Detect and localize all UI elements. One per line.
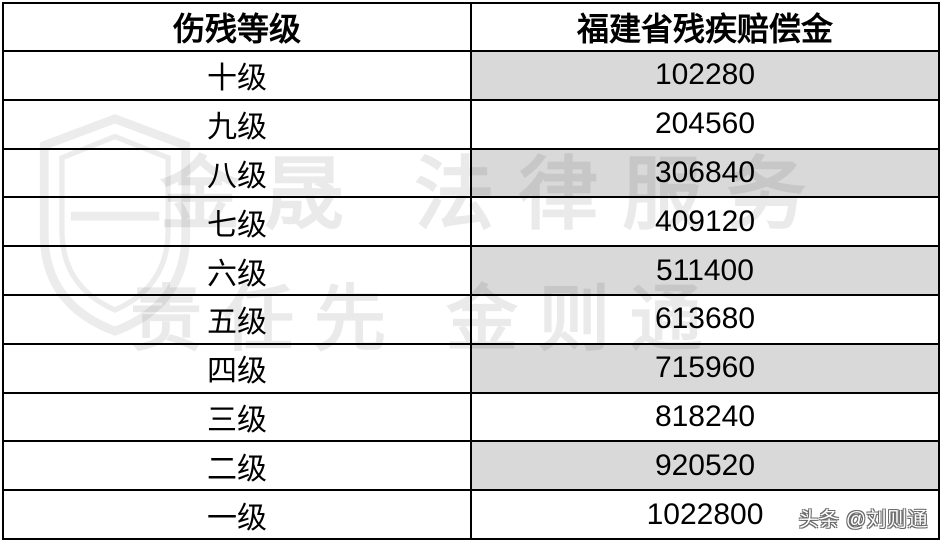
cell-amount: 204560 [471, 100, 939, 149]
cell-amount: 511400 [471, 246, 939, 295]
cell-amount: 1022800 [471, 490, 939, 539]
cell-amount: 818240 [471, 393, 939, 442]
table-row: 八级306840 [3, 149, 939, 198]
table-row: 六级511400 [3, 246, 939, 295]
table-row: 五级613680 [3, 295, 939, 344]
table-row: 九级204560 [3, 100, 939, 149]
cell-amount: 306840 [471, 149, 939, 198]
cell-level: 五级 [3, 295, 471, 344]
cell-level: 七级 [3, 197, 471, 246]
table-row: 二级920520 [3, 441, 939, 490]
cell-level: 十级 [3, 51, 471, 100]
table-row: 四级715960 [3, 344, 939, 393]
header-level: 伤残等级 [3, 3, 471, 51]
cell-level: 一级 [3, 490, 471, 539]
table-row: 一级1022800 [3, 490, 939, 539]
cell-amount: 102280 [471, 51, 939, 100]
table-row: 七级409120 [3, 197, 939, 246]
table-container: 伤残等级 福建省残疾赔偿金 十级102280九级204560八级306840七级… [0, 0, 942, 542]
cell-level: 二级 [3, 441, 471, 490]
table-header-row: 伤残等级 福建省残疾赔偿金 [3, 3, 939, 51]
table-row: 十级102280 [3, 51, 939, 100]
cell-level: 六级 [3, 246, 471, 295]
header-amount: 福建省残疾赔偿金 [471, 3, 939, 51]
compensation-table: 伤残等级 福建省残疾赔偿金 十级102280九级204560八级306840七级… [2, 2, 940, 540]
cell-level: 九级 [3, 100, 471, 149]
cell-amount: 409120 [471, 197, 939, 246]
table-row: 三级818240 [3, 393, 939, 442]
cell-level: 三级 [3, 393, 471, 442]
cell-level: 八级 [3, 149, 471, 198]
cell-amount: 715960 [471, 344, 939, 393]
cell-amount: 613680 [471, 295, 939, 344]
cell-level: 四级 [3, 344, 471, 393]
cell-amount: 920520 [471, 441, 939, 490]
